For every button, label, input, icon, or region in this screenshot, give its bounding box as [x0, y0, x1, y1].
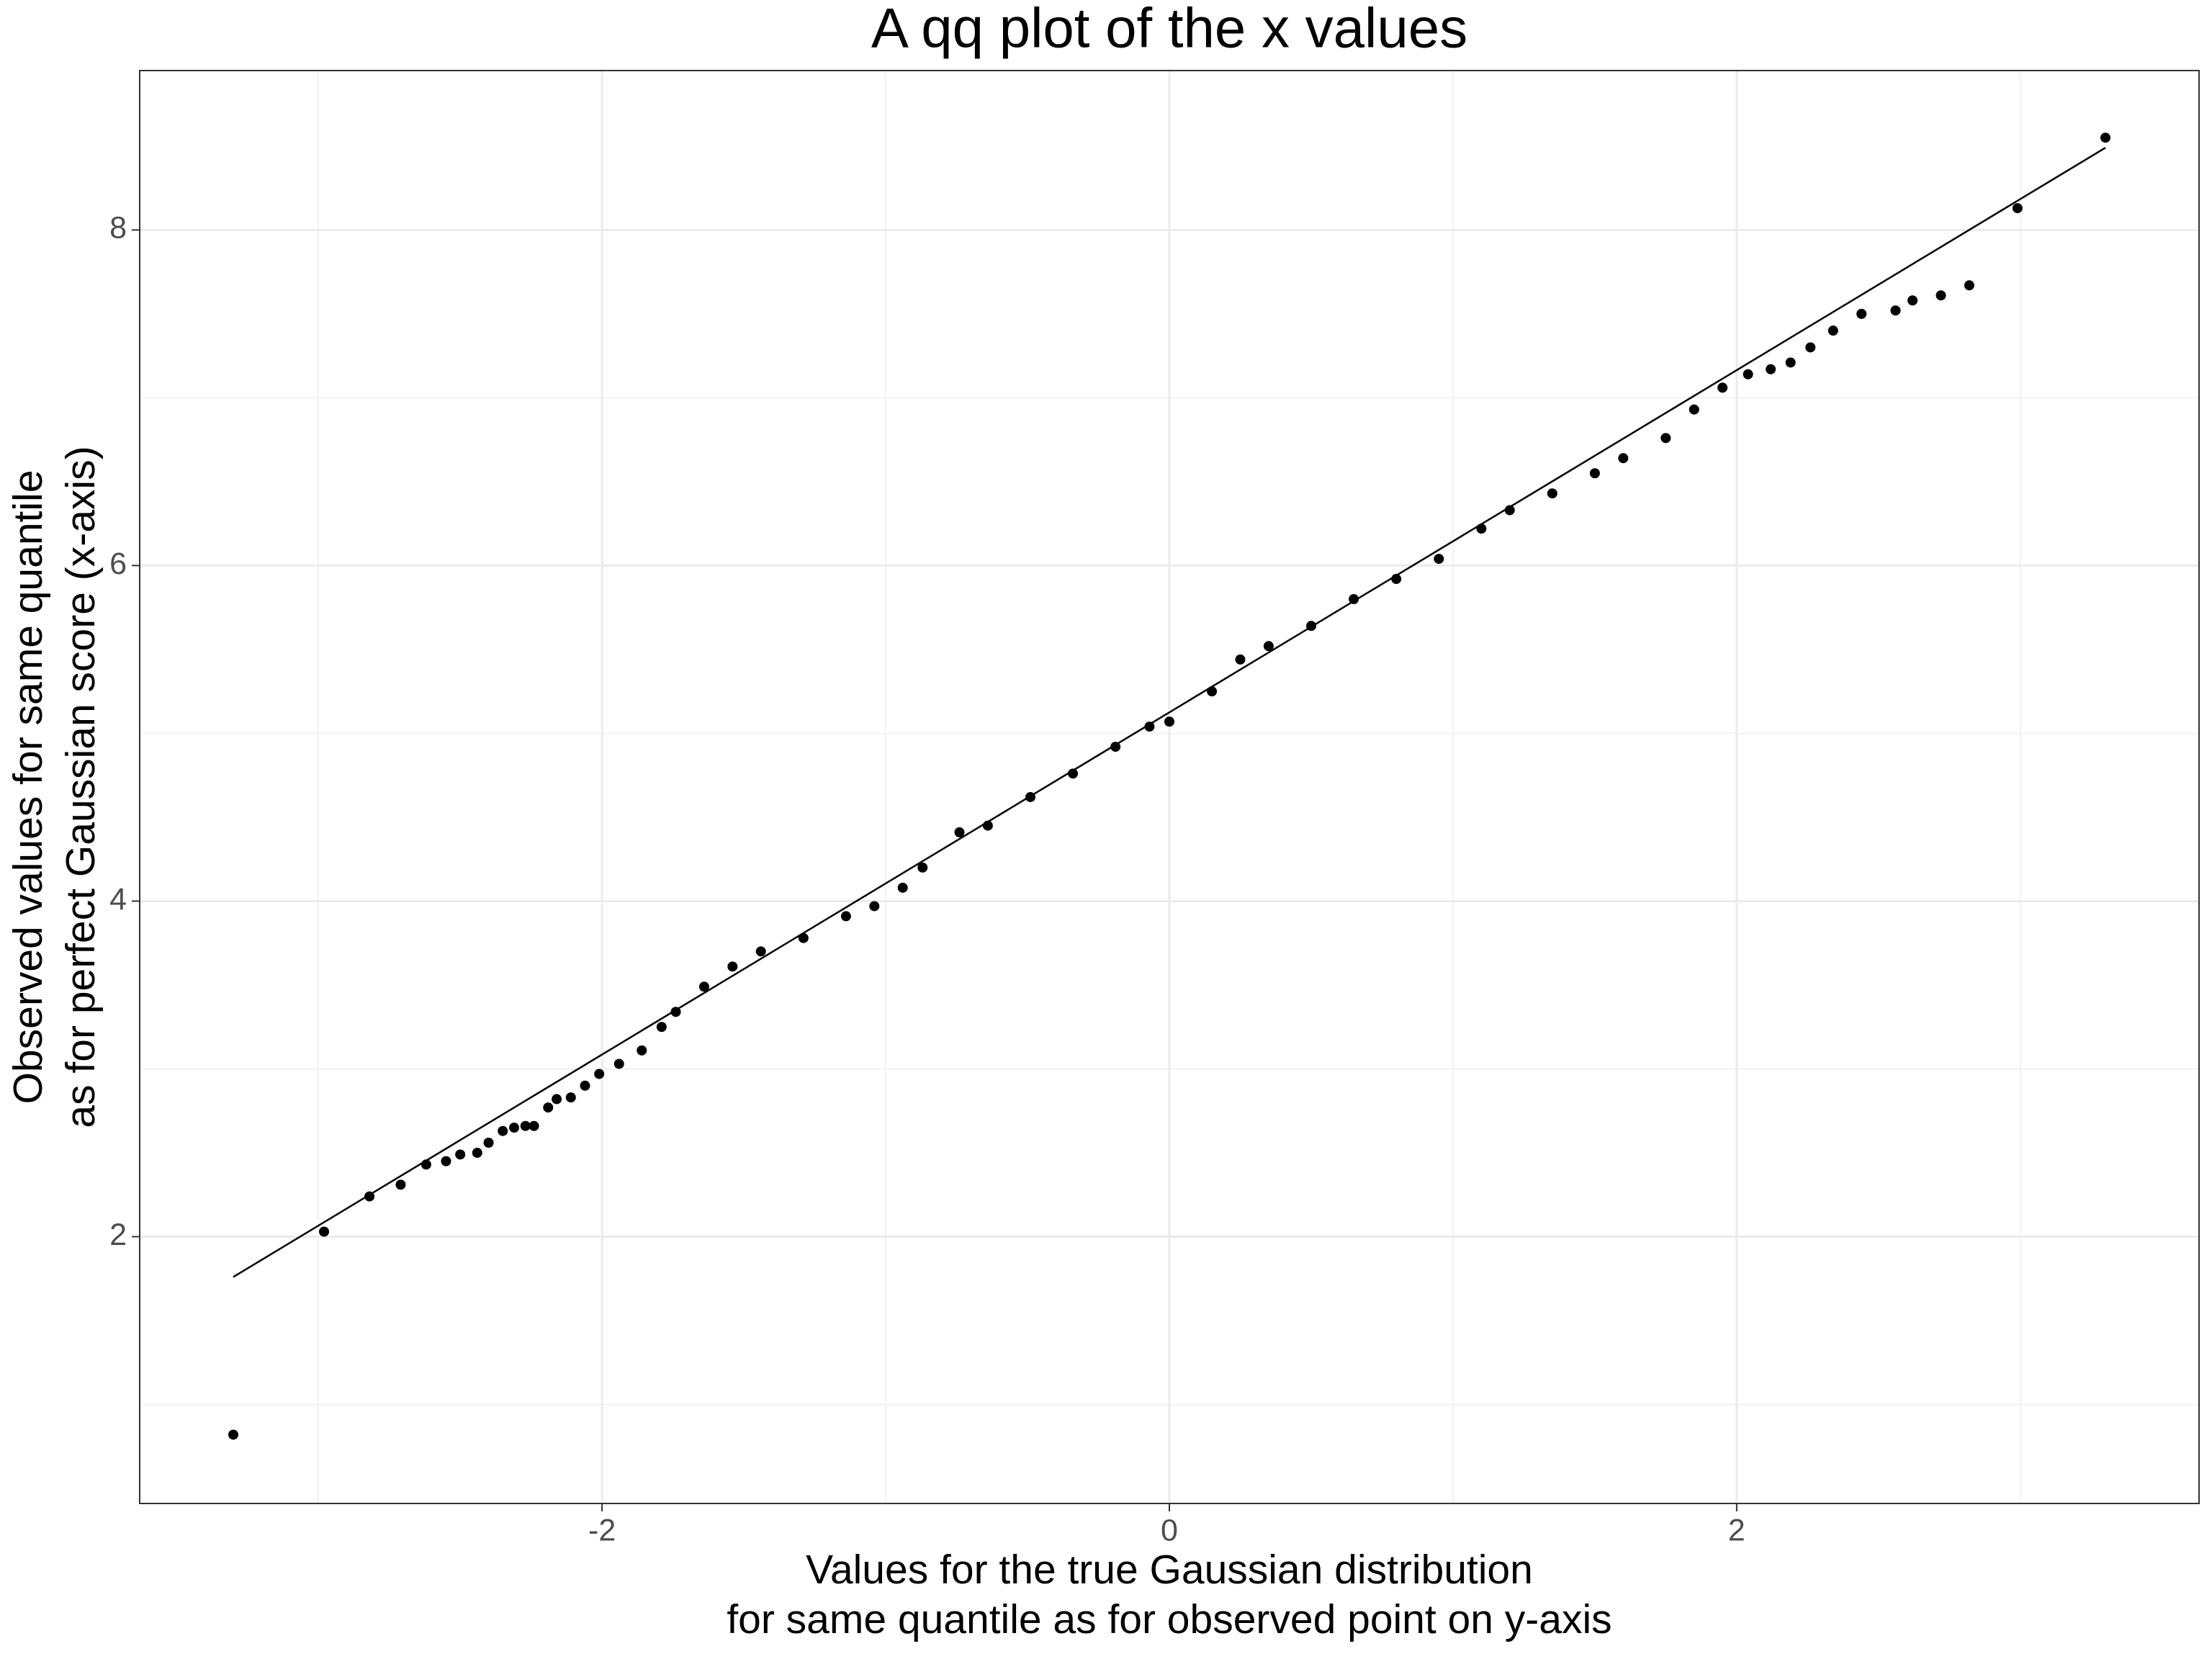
y-tick-label: 8 [109, 211, 127, 246]
y-tick-label: 4 [109, 882, 127, 917]
point [319, 1226, 330, 1237]
point [869, 901, 880, 912]
point [1907, 295, 1918, 306]
point [613, 1058, 624, 1069]
point [1660, 433, 1671, 444]
point [1235, 654, 1246, 665]
point [509, 1123, 519, 1133]
y-tick-label: 6 [109, 547, 127, 581]
point [1305, 621, 1316, 631]
point [1827, 325, 1838, 336]
point [1110, 742, 1121, 752]
point [1743, 369, 1753, 379]
point [421, 1159, 431, 1170]
point [580, 1080, 590, 1091]
point [982, 820, 993, 831]
point [755, 946, 766, 957]
point [1434, 554, 1444, 565]
y-axis-title: as for perfect Gaussian score (x-axis) [58, 446, 104, 1128]
point [670, 1007, 681, 1017]
point [954, 827, 965, 837]
x-tick-label: 0 [1161, 1513, 1178, 1547]
point [897, 882, 908, 893]
point [1890, 305, 1901, 316]
point [1391, 574, 1402, 585]
point [594, 1069, 605, 1079]
point [395, 1179, 406, 1190]
x-axis-title: Values for the true Gaussian distributio… [806, 1547, 1533, 1593]
point [1589, 468, 1600, 479]
y-tick-label: 2 [109, 1218, 127, 1252]
point [1263, 641, 1274, 652]
point [637, 1045, 647, 1056]
point [1547, 488, 1557, 499]
point [483, 1138, 494, 1148]
x-tick-label: 2 [1728, 1513, 1745, 1547]
point [498, 1125, 508, 1136]
point [798, 932, 809, 943]
point [1689, 404, 1699, 415]
point [917, 862, 928, 873]
point [840, 911, 851, 922]
point [520, 1120, 531, 1131]
point [565, 1092, 576, 1103]
point [1164, 716, 1174, 727]
point [1144, 721, 1155, 732]
panel-border [139, 70, 2200, 1504]
point [1936, 290, 1946, 301]
point [455, 1149, 466, 1160]
point [364, 1191, 375, 1202]
point [1856, 308, 1867, 319]
point [529, 1120, 539, 1131]
point [1207, 686, 1218, 697]
point [1964, 280, 1974, 291]
x-tick-label: -2 [588, 1513, 616, 1547]
point [2100, 132, 2110, 143]
reference-line [233, 147, 2106, 1278]
point [1025, 791, 1035, 802]
point [1618, 453, 1629, 464]
point [727, 961, 738, 972]
x-axis-title: for same quantile as for observed point … [727, 1596, 1611, 1642]
point [656, 1022, 667, 1033]
point [1068, 768, 1079, 779]
point [1766, 364, 1776, 374]
point [698, 981, 709, 992]
point [1717, 382, 1728, 393]
chart-title: A qq plot of the x values [871, 0, 1467, 60]
point [543, 1102, 554, 1113]
point [441, 1156, 451, 1166]
point [1785, 357, 1796, 368]
point [472, 1147, 482, 1158]
point [1476, 523, 1487, 534]
point [2012, 203, 2023, 214]
point [1349, 594, 1359, 605]
point [1504, 505, 1515, 516]
point [552, 1094, 562, 1105]
point [1805, 342, 1816, 353]
y-axis-title: Observed values for same quantile [5, 470, 51, 1105]
point [228, 1429, 238, 1440]
